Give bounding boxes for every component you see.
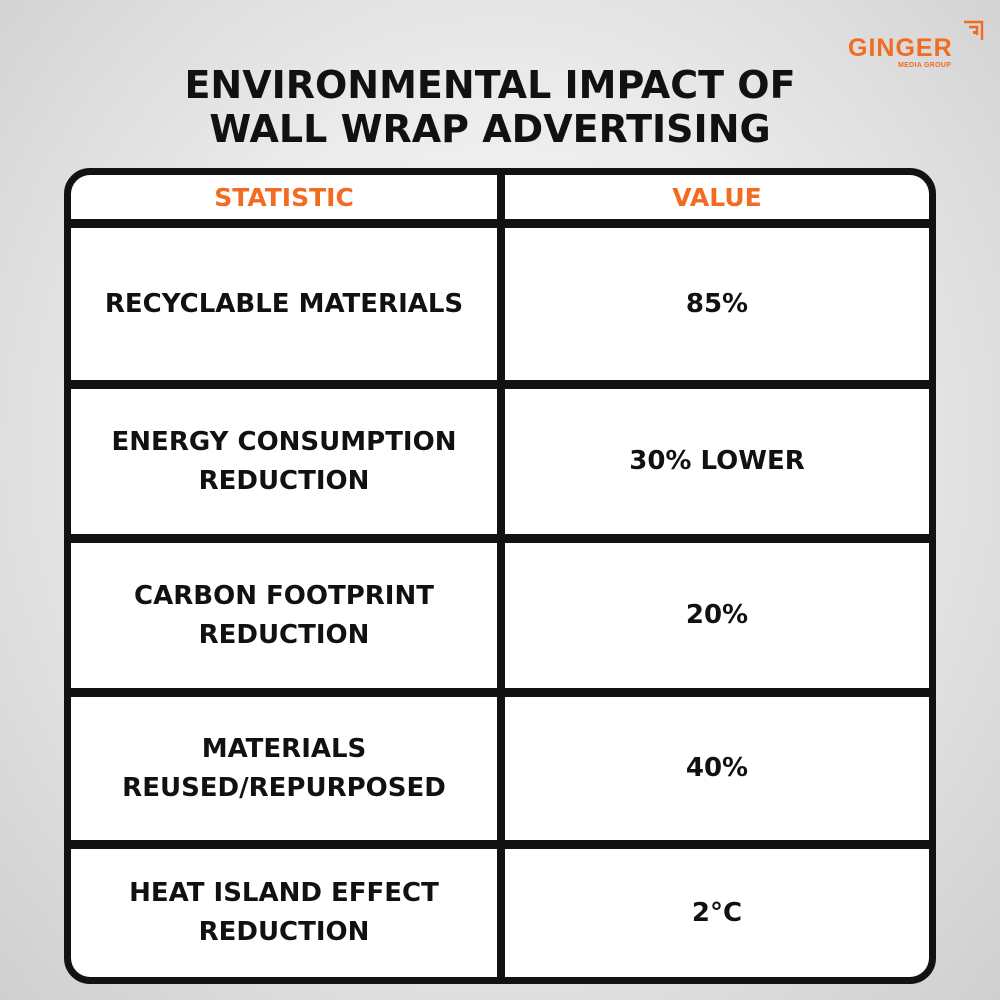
impact-table: STATISTIC VALUE RECYCLABLE MATERIALS 85%… [64, 168, 936, 984]
row-1-value: 85% [505, 228, 929, 380]
header-value: VALUE [505, 175, 929, 219]
brand-subtitle: MEDIA GROUP [898, 62, 952, 69]
row-2-statistic: ENERGY CONSUMPTION REDUCTION [71, 389, 497, 534]
row-4-value: 40% [505, 697, 929, 840]
row-3-value: 20% [505, 543, 929, 688]
row-3-statistic: CARBON FOOTPRINT REDUCTION [71, 543, 497, 688]
brand-mark-icon [964, 20, 984, 40]
row-5-value: 2°C [505, 849, 929, 977]
brand-logo: GINGER MEDIA GROUP [846, 20, 986, 80]
title-line-1: ENVIRONMENTAL IMPACT OF [184, 63, 796, 108]
page-title: ENVIRONMENTAL IMPACT OF WALL WRAP ADVERT… [0, 63, 980, 151]
row-2-value: 30% LOWER [505, 389, 929, 534]
header-statistic: STATISTIC [71, 175, 497, 219]
row-4-statistic: MATERIALS REUSED/REPURPOSED [71, 697, 497, 840]
row-5-statistic: HEAT ISLAND EFFECT REDUCTION [71, 849, 497, 977]
row-1-statistic: RECYCLABLE MATERIALS [71, 228, 497, 380]
title-line-2: WALL WRAP ADVERTISING [209, 107, 771, 152]
brand-name: GINGER [848, 34, 953, 62]
